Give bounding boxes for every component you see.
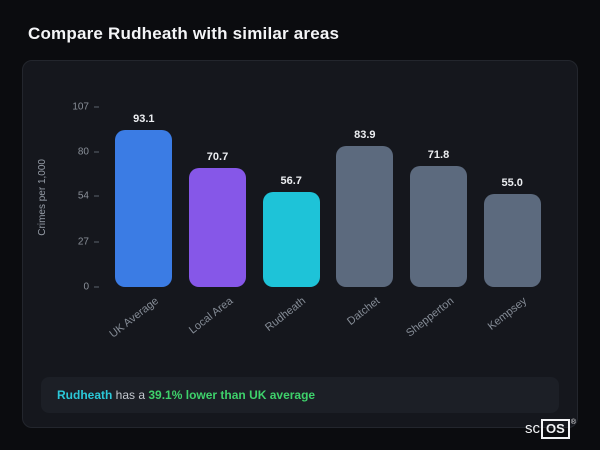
bar-column: 70.7 Local Area bbox=[181, 107, 255, 336]
y-tick-label: 80 bbox=[77, 146, 89, 158]
logo-boxed-text: OS bbox=[541, 419, 570, 439]
bar-value-label: 71.8 bbox=[427, 149, 450, 162]
registered-trademark-icon: ® bbox=[570, 419, 576, 426]
bar-value-label: 93.1 bbox=[133, 113, 155, 126]
y-axis-title-wrap: Crimes per 1,000 bbox=[37, 107, 48, 287]
bar-shepperton[interactable]: 71.8 bbox=[410, 149, 468, 287]
bar-column: 83.9 Datchet bbox=[328, 107, 402, 328]
y-axis-tick: 0 bbox=[83, 282, 99, 293]
y-tick-mark bbox=[94, 106, 99, 108]
bar-column: 55.0 Kempsey bbox=[475, 107, 549, 333]
bar-datchet[interactable]: 83.9 bbox=[336, 129, 394, 287]
y-tick-mark bbox=[94, 286, 99, 288]
y-tick-label: 54 bbox=[77, 190, 89, 202]
x-axis-label: Datchet bbox=[344, 295, 383, 328]
y-tick-mark bbox=[94, 151, 99, 153]
bar-column: 93.1 UK Average bbox=[107, 107, 181, 340]
bar-value-label: 56.7 bbox=[280, 174, 302, 187]
bar-rudheath[interactable]: 56.7 bbox=[262, 175, 320, 287]
x-axis-label: Shepperton bbox=[403, 295, 456, 340]
scos-logo: sc OS ® bbox=[525, 419, 576, 439]
comparison-note: Rudheath has a 39.1% lower than UK avera… bbox=[41, 377, 559, 413]
y-tick-label: 0 bbox=[83, 281, 89, 293]
y-axis: 107 80 54 27 0 bbox=[59, 102, 99, 293]
plot-area: 93.1 UK Average 70.7 Local Area 56.7 Rudheath… bbox=[107, 107, 549, 340]
x-axis-label: Rudheath bbox=[263, 295, 309, 334]
bar-value-label: 83.9 bbox=[354, 128, 376, 141]
y-tick-label: 107 bbox=[72, 101, 89, 113]
y-tick-mark bbox=[94, 241, 99, 243]
bar-kempsey[interactable]: 55.0 bbox=[483, 177, 541, 287]
chart-card: Crimes per 1,000 107 80 54 27 0 93.1 UK Avera… bbox=[22, 60, 578, 428]
note-area-name: Rudheath bbox=[57, 388, 113, 402]
x-axis-label: Kempsey bbox=[486, 295, 530, 333]
bar-value-label: 70.7 bbox=[206, 151, 229, 164]
y-axis-tick: 107 bbox=[72, 102, 99, 113]
logo-prefix: sc bbox=[525, 420, 541, 437]
y-axis-tick: 27 bbox=[78, 236, 99, 247]
page-title: Compare Rudheath with similar areas bbox=[28, 24, 340, 43]
note-stat: 39.1% lower than UK average bbox=[148, 388, 316, 402]
y-tick-label: 27 bbox=[77, 236, 89, 248]
note-connector: has a bbox=[112, 388, 149, 402]
bar-uk-average[interactable]: 93.1 bbox=[115, 113, 173, 287]
bar-column: 56.7 Rudheath bbox=[254, 107, 328, 334]
y-axis-tick: 54 bbox=[78, 191, 99, 202]
x-axis-label: Local Area bbox=[186, 295, 235, 337]
bar-local-area[interactable]: 70.7 bbox=[189, 151, 246, 287]
y-axis-title: Crimes per 1,000 bbox=[37, 158, 48, 236]
y-axis-tick: 80 bbox=[78, 147, 99, 158]
bar-value-label: 55.0 bbox=[501, 177, 523, 190]
x-axis-label: UK Average bbox=[107, 295, 162, 341]
bar-column: 71.8 Shepperton bbox=[402, 107, 476, 339]
y-tick-mark bbox=[94, 195, 99, 197]
